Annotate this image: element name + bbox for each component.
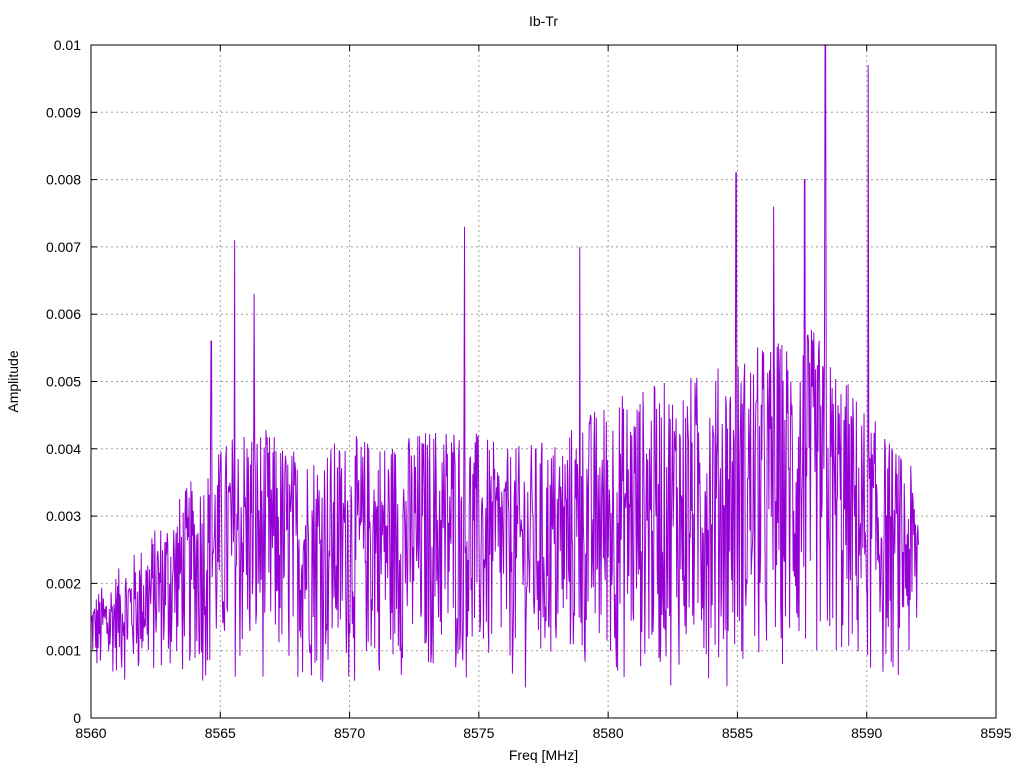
y-tick-label: 0.007 bbox=[46, 239, 81, 255]
series-line bbox=[90, 44, 919, 688]
y-tick-label: 0 bbox=[73, 710, 81, 726]
y-tick-label: 0.005 bbox=[46, 374, 81, 390]
y-tick-label: 0.001 bbox=[46, 643, 81, 659]
y-tick-label: 0.008 bbox=[46, 172, 81, 188]
x-axis-label: Freq [MHz] bbox=[509, 747, 578, 763]
y-tick-label: 0.01 bbox=[54, 37, 81, 53]
x-tick-label: 8590 bbox=[851, 725, 882, 741]
x-tick-label: 8580 bbox=[593, 725, 624, 741]
chart-title: Ib-Tr bbox=[529, 13, 558, 29]
y-tick-label: 0.009 bbox=[46, 104, 81, 120]
x-tick-label: 8575 bbox=[463, 725, 494, 741]
y-tick-label: 0.006 bbox=[46, 306, 81, 322]
tick-layer: 8560 8565 8570 8575 8580 8585 8590 8595 0 0.001 0.… bbox=[46, 37, 1012, 741]
series-layer bbox=[90, 44, 919, 688]
y-tick-label: 0.004 bbox=[46, 441, 81, 457]
x-tick-label: 8585 bbox=[722, 725, 753, 741]
x-tick-label: 8565 bbox=[205, 725, 236, 741]
y-tick-label: 0.002 bbox=[46, 575, 81, 591]
x-tick-label: 8570 bbox=[334, 725, 365, 741]
x-tick-label: 8595 bbox=[980, 725, 1011, 741]
y-tick-label: 0.003 bbox=[46, 508, 81, 524]
y-axis-label: Amplitude bbox=[5, 350, 21, 412]
x-tick-label: 8560 bbox=[75, 725, 106, 741]
